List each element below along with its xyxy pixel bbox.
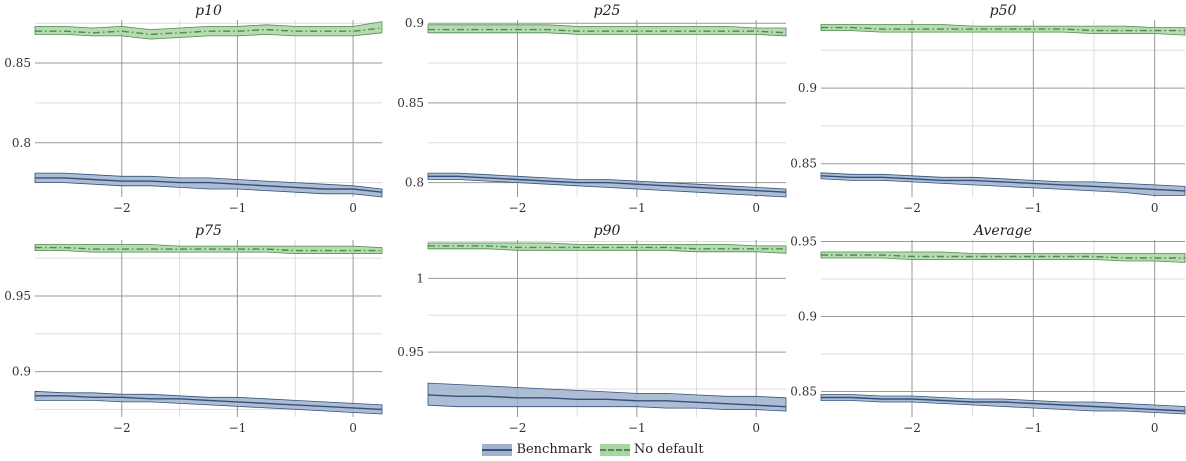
band-benchmark — [34, 390, 383, 415]
y-tick-label: 0.8 — [405, 176, 424, 190]
y-tick-label: 0.95 — [4, 289, 31, 303]
legend-item-benchmark: Benchmark — [482, 442, 592, 457]
y-tick-label: 0.9 — [798, 81, 817, 95]
panel-average: −2 −1 0 0.85 0.9 0.95 Average — [790, 223, 1186, 435]
figure: −2 −1 0 0.8 0.85 p10 −2 −1 0 0.8 0.85 0.9 p25 −2 −1 0 0.… — [4, 3, 1186, 435]
x-tick-label: −1 — [628, 421, 646, 435]
panel-title: p75 — [195, 223, 222, 239]
y-tick-label: 0.95 — [790, 235, 817, 249]
x-tick-label: −1 — [628, 201, 646, 215]
panel-p50: −2 −1 0 0.85 0.9 p50 — [790, 3, 1186, 215]
x-tick-label: −2 — [113, 421, 131, 435]
line-benchmark — [35, 395, 383, 411]
x-tick-label: −1 — [1024, 201, 1042, 215]
y-tick-label: 0.85 — [4, 56, 31, 70]
line-no-default — [428, 28, 787, 34]
panel-p90: −2 −1 0 0.95 1 p90 — [397, 223, 787, 435]
x-tick-label: −2 — [509, 421, 527, 435]
band-benchmark — [820, 394, 1186, 415]
x-tick-label: 0 — [752, 421, 760, 435]
x-tick-label: −1 — [229, 201, 247, 215]
y-tick-label: 0.8 — [12, 136, 31, 150]
panel-p75: −2 −1 0 0.9 0.95 p75 — [4, 223, 383, 435]
band-benchmark — [820, 172, 1186, 196]
y-tick-label: 0.9 — [798, 310, 817, 324]
band-no-default — [820, 24, 1186, 36]
x-tick-label: 0 — [752, 201, 760, 215]
y-tick-label: 0.9 — [405, 16, 424, 30]
band-benchmark — [34, 172, 383, 198]
x-tick-label: −1 — [229, 421, 247, 435]
x-tick-label: −2 — [509, 201, 527, 215]
panel-title: p10 — [195, 3, 222, 19]
panel-p10: −2 −1 0 0.8 0.85 p10 — [4, 3, 383, 215]
y-tick-label: 0.85 — [790, 157, 817, 171]
band-no-default — [427, 242, 787, 254]
x-tick-label: 0 — [349, 201, 357, 215]
line-benchmark — [427, 394, 787, 408]
legend-label-no-default: No default — [633, 442, 704, 457]
band-benchmark — [427, 382, 787, 412]
legend-item-no-default: No default — [599, 442, 704, 457]
panel-title: Average — [972, 223, 1032, 239]
line-benchmark — [821, 396, 1186, 412]
legend-swatch-no-default — [599, 443, 630, 456]
panel-title: p25 — [594, 3, 621, 19]
x-tick-label: 0 — [1151, 421, 1159, 435]
legend: Benchmark No default — [0, 442, 1186, 457]
band-no-default — [34, 21, 383, 40]
x-tick-label: −1 — [1024, 421, 1042, 435]
x-tick-label: 0 — [1151, 201, 1159, 215]
x-tick-label: −2 — [903, 201, 921, 215]
line-benchmark — [428, 175, 787, 193]
line-no-default — [821, 26, 1185, 32]
band-no-default — [820, 251, 1186, 263]
panel-title: p50 — [990, 3, 1017, 19]
line-benchmark — [35, 177, 383, 193]
band-no-default — [427, 24, 787, 37]
band-benchmark — [427, 172, 787, 198]
legend-swatch-benchmark — [482, 443, 513, 456]
line-benchmark — [820, 175, 1186, 192]
y-tick-label: 0.85 — [790, 385, 817, 399]
y-tick-label: 0.95 — [397, 345, 424, 359]
y-tick-label: 0.9 — [12, 365, 31, 379]
legend-label-benchmark: Benchmark — [516, 442, 592, 457]
y-tick-label: 0.85 — [397, 96, 424, 110]
x-tick-label: −2 — [113, 201, 131, 215]
y-tick-label: 1 — [416, 271, 424, 285]
band-no-default — [34, 244, 383, 254]
x-tick-label: 0 — [349, 421, 357, 435]
panel-p25: −2 −1 0 0.8 0.85 0.9 p25 — [397, 3, 787, 215]
line-no-default — [428, 245, 786, 250]
line-no-default — [821, 254, 1185, 259]
x-tick-label: −2 — [903, 421, 921, 435]
panel-title: p90 — [594, 223, 621, 239]
